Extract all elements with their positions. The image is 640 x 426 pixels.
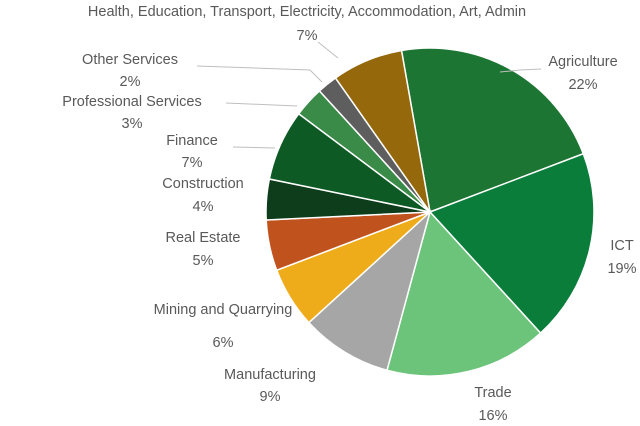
slice-label: Agriculture [548, 54, 617, 70]
leader-line [196, 65, 323, 83]
leader-line [232, 146, 276, 149]
leader-line [317, 41, 339, 59]
leader-line [225, 102, 298, 107]
slice-label: Trade [474, 385, 511, 401]
slice-value-label: 4% [193, 199, 214, 215]
slice-value-label: 16% [478, 408, 507, 424]
slice-value-label: 5% [193, 253, 214, 269]
slice-label: Health, Education, Transport, Electricit… [88, 4, 526, 20]
pie-slice [307, 209, 432, 372]
slice-label: Real Estate [166, 230, 241, 246]
slice-label: Professional Services [62, 94, 201, 110]
slice-value-label: 7% [182, 155, 203, 171]
slice-value-label: 2% [120, 74, 141, 90]
leader-line [499, 68, 542, 73]
slice-label: Manufacturing [224, 367, 316, 383]
slice-value-label: 7% [297, 28, 318, 44]
slice-label: ICT [610, 238, 634, 254]
slice-value-label: 3% [122, 116, 143, 132]
slice-value-label: 22% [568, 77, 597, 93]
slice-label: Finance [166, 133, 218, 149]
pie-slice [386, 210, 542, 377]
slice-value-label: 9% [260, 389, 281, 405]
slice-value-label: 19% [607, 261, 636, 277]
slice-value-label: 6% [213, 335, 234, 351]
pie-slice [428, 152, 595, 335]
slice-label: Construction [162, 176, 243, 192]
slice-label: Mining and Quarrying [154, 302, 293, 318]
pie-slice [334, 49, 431, 213]
slice-label: Other Services [82, 52, 178, 68]
